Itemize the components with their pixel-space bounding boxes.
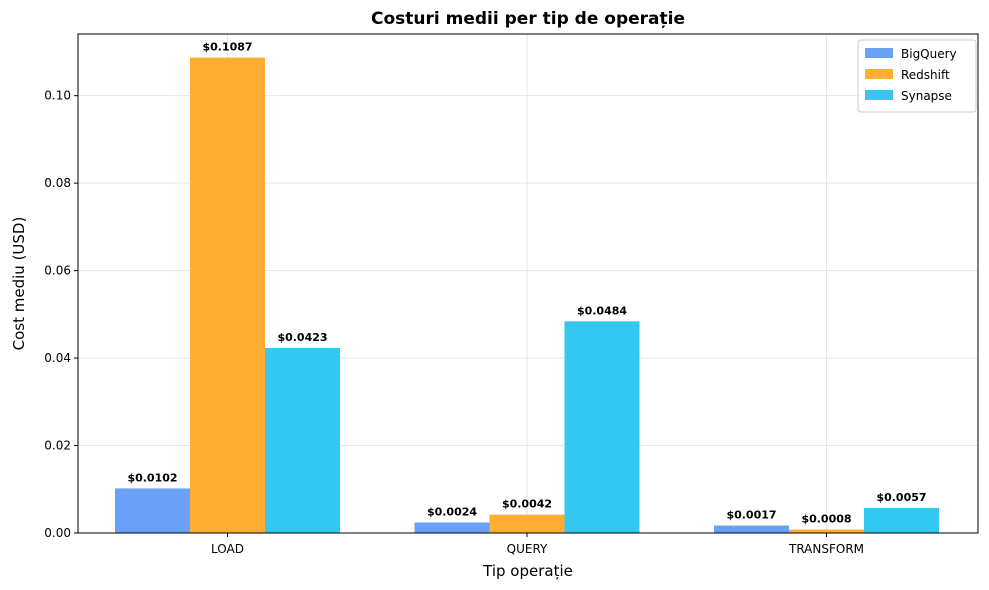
bar-bigquery-transform (714, 525, 789, 533)
bar-redshift-load (190, 57, 265, 534)
y-tick-label: 0.06 (44, 264, 71, 278)
y-tick-label: 0.08 (44, 176, 71, 190)
legend-label-redshift: Redshift (901, 68, 950, 82)
y-axis-label: Cost mediu (USD) (10, 217, 28, 351)
bar-synapse-query (564, 321, 640, 533)
bar-synapse-load (265, 348, 340, 533)
legend-swatch-redshift (865, 69, 893, 79)
bar-value-label: $0.0057 (876, 491, 926, 504)
y-tick-label: 0.10 (44, 89, 71, 103)
chart-title: Costuri medii per tip de operație (371, 9, 685, 29)
bar-value-label: $0.0102 (127, 471, 177, 484)
x-tick-label: TRANSFORM (788, 542, 864, 556)
bar-redshift-transform (789, 529, 864, 533)
bar-value-label: $0.0423 (277, 331, 327, 344)
bar-value-label: $0.0017 (726, 509, 776, 522)
legend: BigQuery Redshift Synapse (857, 39, 977, 113)
bar-bigquery-query (414, 522, 490, 533)
bar-value-label: $0.1087 (202, 41, 252, 54)
y-tick-label: 0.04 (44, 351, 71, 365)
bar-value-label: $0.0008 (801, 513, 851, 526)
bar-value-label: $0.0024 (427, 506, 477, 519)
y-axis-ticks: 0.00 0.02 0.04 0.06 0.08 0.10 (44, 89, 78, 540)
x-axis-ticks: LOAD QUERY TRANSFORM (211, 533, 864, 556)
x-tick-label: LOAD (211, 542, 244, 556)
bar-synapse-transform (864, 508, 939, 533)
bar-value-label: $0.0042 (502, 498, 552, 511)
x-tick-label: QUERY (507, 542, 548, 556)
bars (115, 57, 939, 534)
x-axis-label: Tip operație (482, 562, 573, 580)
legend-label-synapse: Synapse (901, 89, 952, 103)
legend-label-bigquery: BigQuery (901, 47, 957, 61)
bar-bigquery-load (115, 488, 190, 533)
legend-swatch-bigquery (865, 48, 893, 58)
y-tick-label: 0.02 (44, 439, 71, 453)
data-labels: $0.0102 $0.1087 $0.0423 $0.0024 $0.0042 $0.04… (127, 41, 926, 526)
legend-swatch-synapse (865, 90, 893, 100)
y-tick-label: 0.00 (44, 526, 71, 540)
bar-redshift-query (489, 514, 565, 533)
bar-value-label: $0.0484 (577, 304, 627, 317)
plot-frame (77, 33, 979, 534)
